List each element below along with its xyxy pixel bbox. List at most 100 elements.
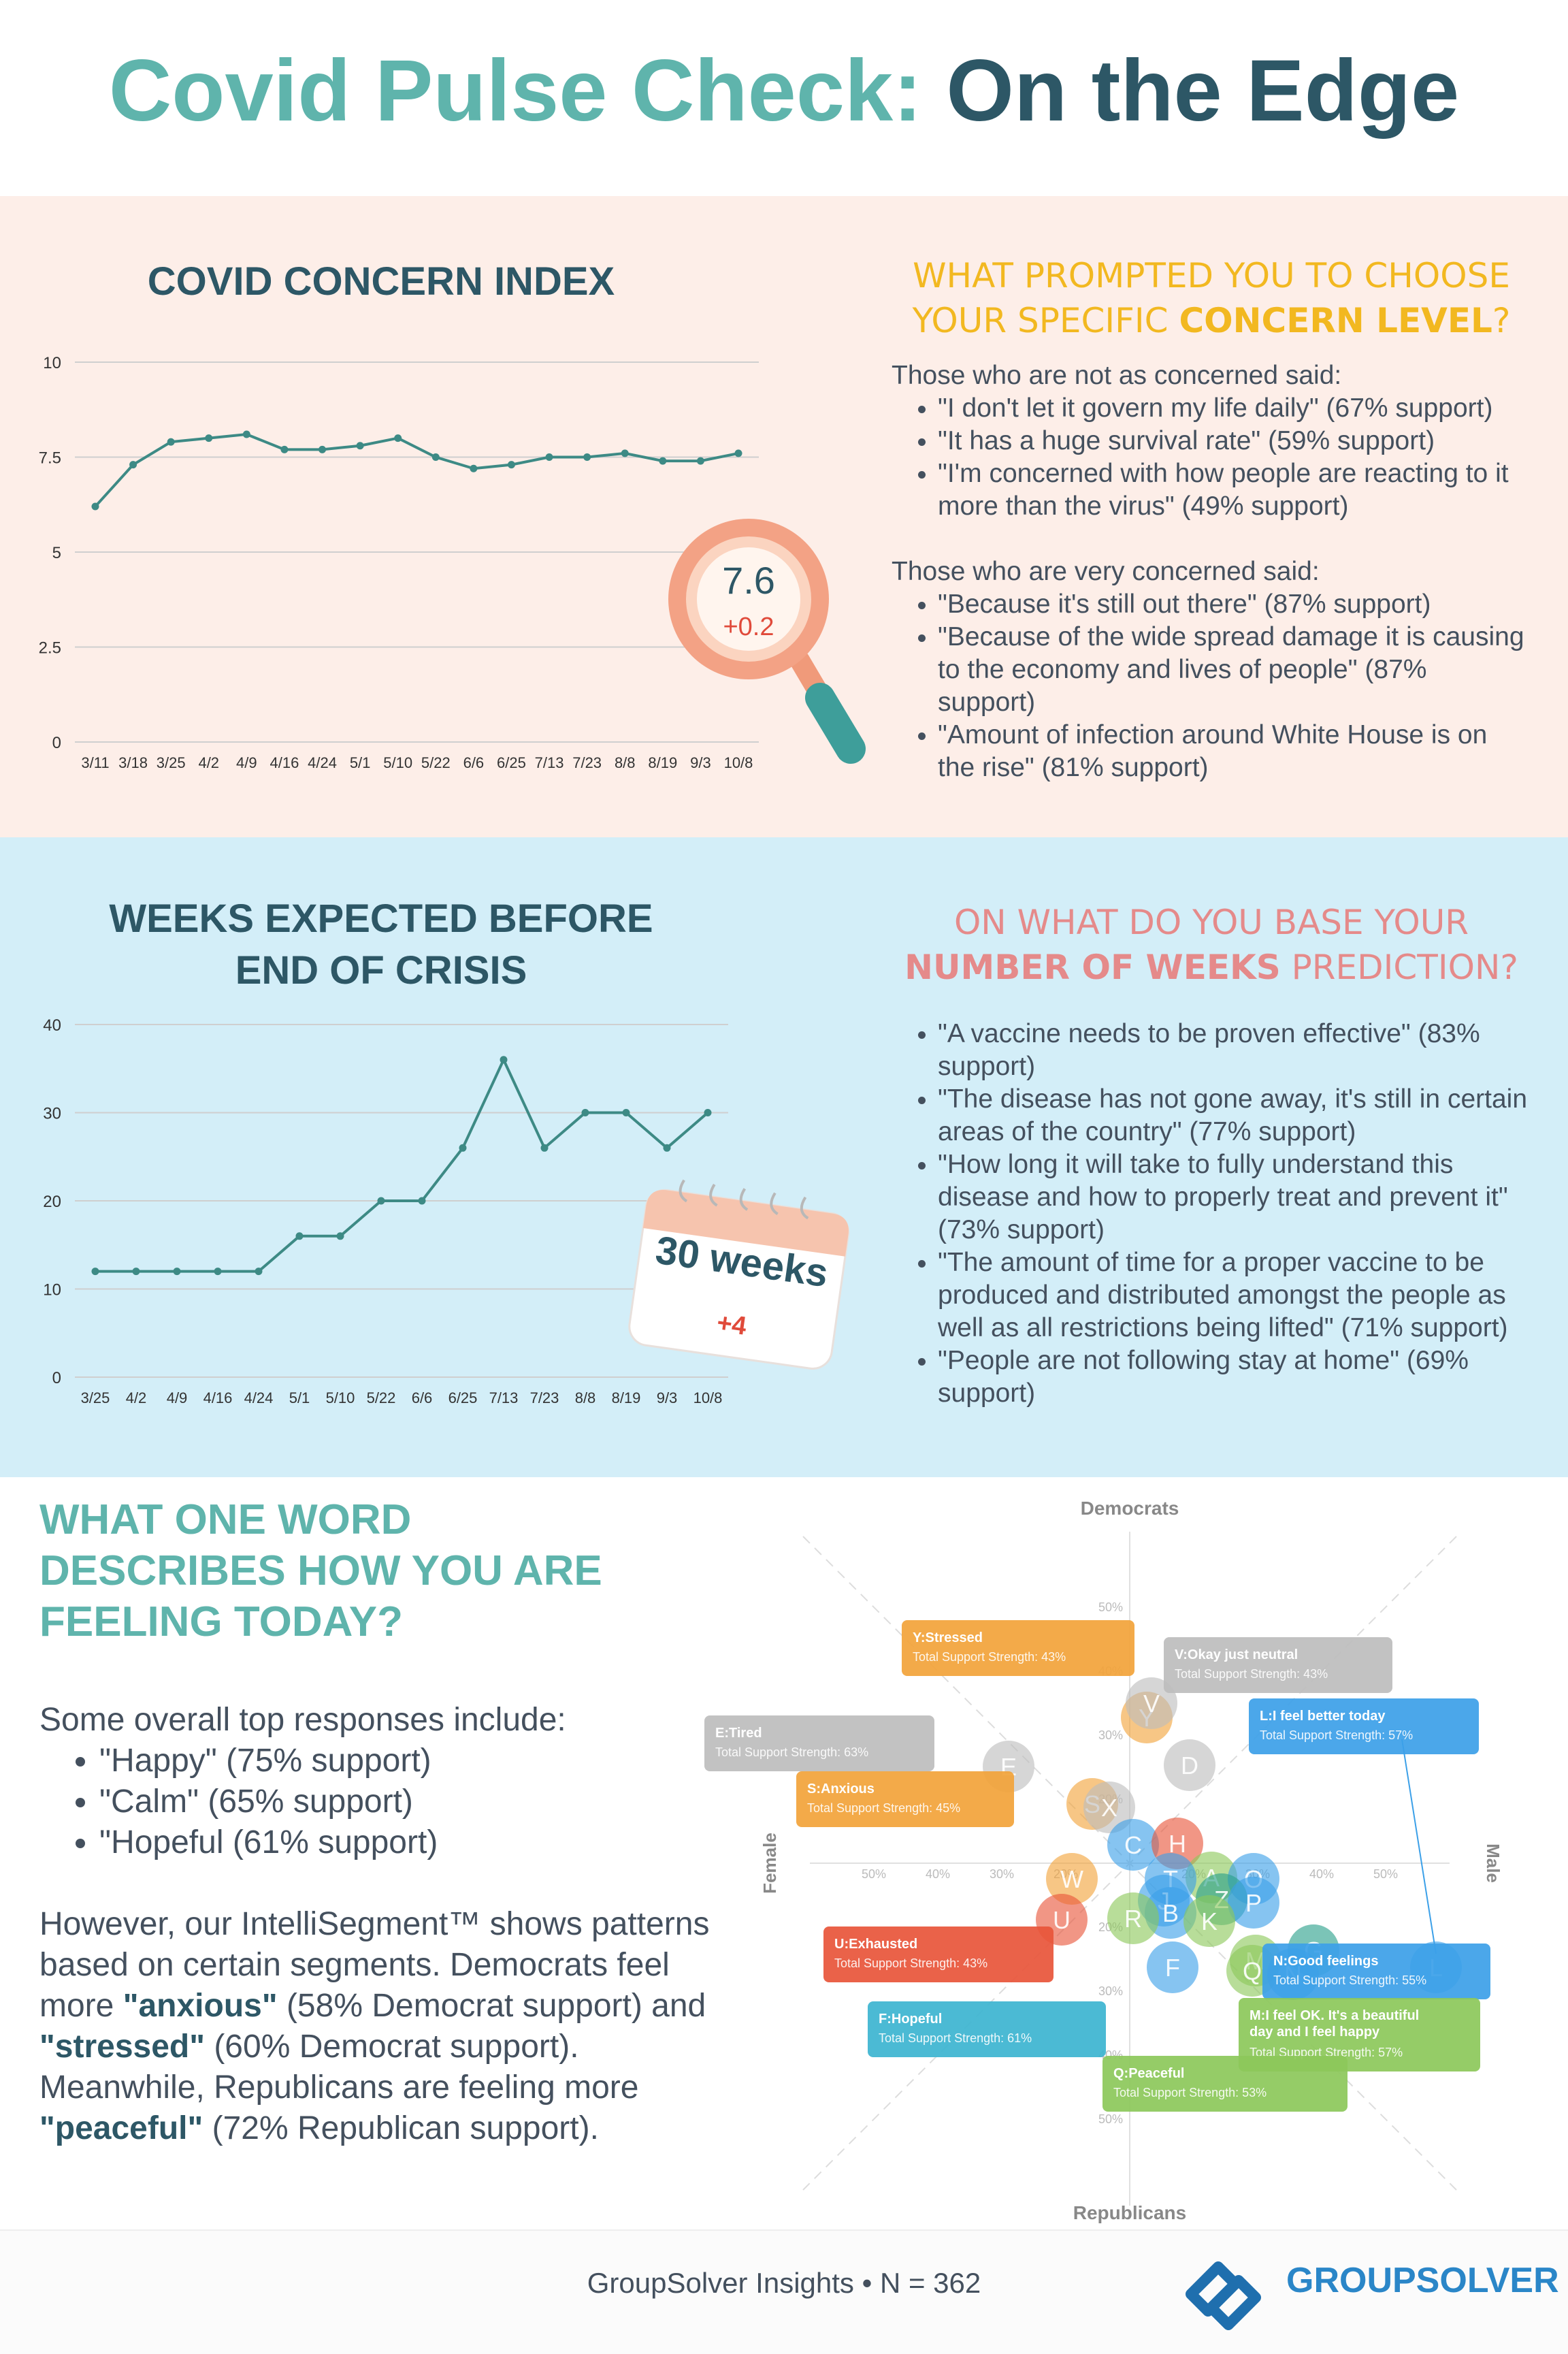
segment-callout[interactable]: Q:Peaceful Total Support Strength: 53%: [1102, 2056, 1348, 2112]
segment-callout-box: [902, 1620, 1134, 1676]
concern-badge-value: 7.6: [722, 559, 775, 602]
concern-x-tick: 3/25: [157, 754, 186, 771]
list-item: "I don't let it govern my life daily" (6…: [938, 392, 1531, 425]
concern-x-tick: 6/6: [463, 754, 485, 771]
segment-bubble-letter: Q: [1243, 1957, 1262, 1985]
segment-callout[interactable]: N:Good feelings Total Support Strength: 5…: [1262, 1944, 1490, 1999]
weeks-x-tick: 5/10: [326, 1389, 355, 1406]
weeks-x-tick: 6/25: [448, 1389, 478, 1406]
map-left-label: Female: [760, 1833, 780, 1894]
segment-bubble-letter: X: [1101, 1794, 1117, 1822]
list-item: "The amount of time for a proper vaccine…: [938, 1246, 1531, 1344]
calendar-icon: [628, 1179, 850, 1370]
segment-callout-title: M:I feel OK. It's a beautiful: [1250, 2008, 1419, 2023]
footer: [0, 2229, 1568, 2354]
weeks-answers: "A vaccine needs to be proven effective"…: [892, 1018, 1531, 1410]
segment-callout-title: Q:Peaceful: [1113, 2066, 1184, 2081]
weeks-point: [377, 1197, 385, 1205]
map-leader-line: [1401, 1739, 1437, 1954]
segment-callout-box: [1164, 1637, 1392, 1693]
segment-bubble-letter: D: [1181, 1752, 1198, 1779]
segment-bubble-d[interactable]: [1164, 1739, 1215, 1791]
weeks-point: [132, 1268, 140, 1276]
concern-x-tick: 5/22: [421, 754, 451, 771]
segment-bubble-letter: V: [1143, 1690, 1160, 1718]
segment-callout-title: V:Okay just neutral: [1175, 1647, 1298, 1662]
segment-callout-title: L:I feel better today: [1260, 1709, 1386, 1724]
weeks-point: [581, 1109, 589, 1116]
segment-callout[interactable]: Y:Stressed Total Support Strength: 43%: [902, 1620, 1134, 1676]
segment-callout[interactable]: M:I feel OK. It's a beautiful day and I f…: [1239, 1998, 1480, 2071]
weeks-point: [459, 1144, 467, 1152]
segment-bubble-r[interactable]: [1107, 1892, 1159, 1944]
segment-callout-box: [1262, 1944, 1490, 1999]
not-concerned-lead: Those who are not as concerned said:: [892, 361, 1342, 390]
map-tick: 40%: [926, 1867, 950, 1881]
segment-bubble-letter: U: [1053, 1906, 1071, 1934]
segment-callout-sub: Total Support Strength: 55%: [1273, 1973, 1426, 1987]
concern-line-chart: 0 2.5 5 7.5 10 3/11 3/18 3/25 4/2 4/9 4/16 4/24 5/1 5…: [39, 354, 759, 771]
weeks-x-tick: 8/19: [612, 1389, 641, 1406]
segment-callout-box: [1249, 1698, 1479, 1754]
segment-bubble-k[interactable]: [1183, 1895, 1235, 1947]
segment-callout[interactable]: F:Hopeful Total Support Strength: 61%: [868, 2001, 1106, 2057]
concern-series-line: [94, 432, 739, 508]
list-item: "Amount of infection around White House …: [938, 719, 1531, 784]
map-tick: 50%: [1373, 1867, 1398, 1881]
concern-question-title: WHAT PROMPTED YOU TO CHOOSE YOUR SPECIFI…: [912, 256, 1511, 340]
segment-callout-box: [1102, 2056, 1348, 2112]
weeks-x-tick: 3/25: [81, 1389, 110, 1406]
segment-bubble-letter: B: [1162, 1899, 1179, 1927]
concern-point: [356, 442, 364, 450]
concern-y-tick: 7.5: [39, 449, 61, 468]
segment-bubble-x[interactable]: [1083, 1781, 1135, 1833]
segment-bubble-f[interactable]: [1147, 1941, 1198, 1993]
segment-callout[interactable]: E:Tired Total Support Strength: 63%: [704, 1715, 934, 1771]
segment-callout[interactable]: L:I feel better today Total Support Stren…: [1249, 1698, 1479, 1754]
weeks-point: [704, 1109, 712, 1116]
segment-callout[interactable]: S:Anxious Total Support Strength: 45%: [796, 1771, 1014, 1827]
segment-bubble-w[interactable]: [1046, 1853, 1098, 1905]
concern-x-tick: 10/8: [724, 754, 753, 771]
weeks-y-tick: 30: [43, 1105, 61, 1123]
segment-callout-title: U:Exhausted: [834, 1937, 917, 1952]
segment-bubble-letter: W: [1060, 1865, 1083, 1893]
weeks-series-line: [95, 1057, 709, 1273]
concern-point: [545, 453, 553, 461]
segment-callout-title: F:Hopeful: [879, 2012, 942, 2027]
weeks-y-tick: 0: [52, 1369, 61, 1387]
concern-x-tick: 8/8: [615, 754, 636, 771]
segment-callout[interactable]: V:Okay just neutral Total Support Strengt…: [1164, 1637, 1392, 1693]
list-item: "Hopeful (61% support): [99, 1822, 720, 1863]
concern-x-tick: 5/10: [383, 754, 412, 771]
concern-y-tick: 0: [52, 734, 61, 752]
weeks-section: [0, 837, 1568, 1477]
segment-bubble-p[interactable]: [1228, 1877, 1279, 1929]
weeks-x-tick: 6/6: [412, 1389, 433, 1406]
list-item: "A vaccine needs to be proven effective"…: [938, 1018, 1531, 1083]
segment-bubble-letter: F: [1165, 1954, 1180, 1982]
segment-callout-sub: Total Support Strength: 53%: [1113, 2086, 1267, 2099]
segment-callout-sub: Total Support Strength: 57%: [1260, 1728, 1413, 1742]
weeks-question-title: ON WHAT DO YOU BASE YOUR NUMBER OF WEEKS…: [904, 903, 1518, 987]
concern-x-tick: 4/9: [236, 754, 257, 771]
segment-callout-box: [1239, 1998, 1480, 2071]
concern-point: [621, 449, 629, 457]
concern-x-tick: 7/13: [535, 754, 564, 771]
weeks-x-tick: 10/8: [693, 1389, 723, 1406]
segment-bubble-letter: K: [1201, 1907, 1218, 1935]
weeks-point: [663, 1144, 671, 1152]
title-part-2: On the Edge: [946, 42, 1460, 140]
segment-callout[interactable]: U:Exhausted Total Support Strength: 43%: [823, 1926, 1054, 1982]
list-item: "The disease has not gone away, it's sti…: [938, 1083, 1531, 1148]
segment-bubble-v[interactable]: [1126, 1677, 1177, 1729]
weeks-x-tick: 4/16: [203, 1389, 233, 1406]
segment-callout-sub: Total Support Strength: 63%: [715, 1745, 868, 1759]
concern-chart-title: COVID CONCERN INDEX: [147, 259, 615, 304]
concern-badge-delta: +0.2: [723, 613, 774, 641]
map-tick: 50%: [1098, 1600, 1123, 1614]
concern-point: [470, 464, 478, 472]
concern-y-tick: 10: [43, 354, 61, 372]
concern-point: [659, 457, 667, 465]
segment-bubble-c[interactable]: [1107, 1819, 1159, 1871]
